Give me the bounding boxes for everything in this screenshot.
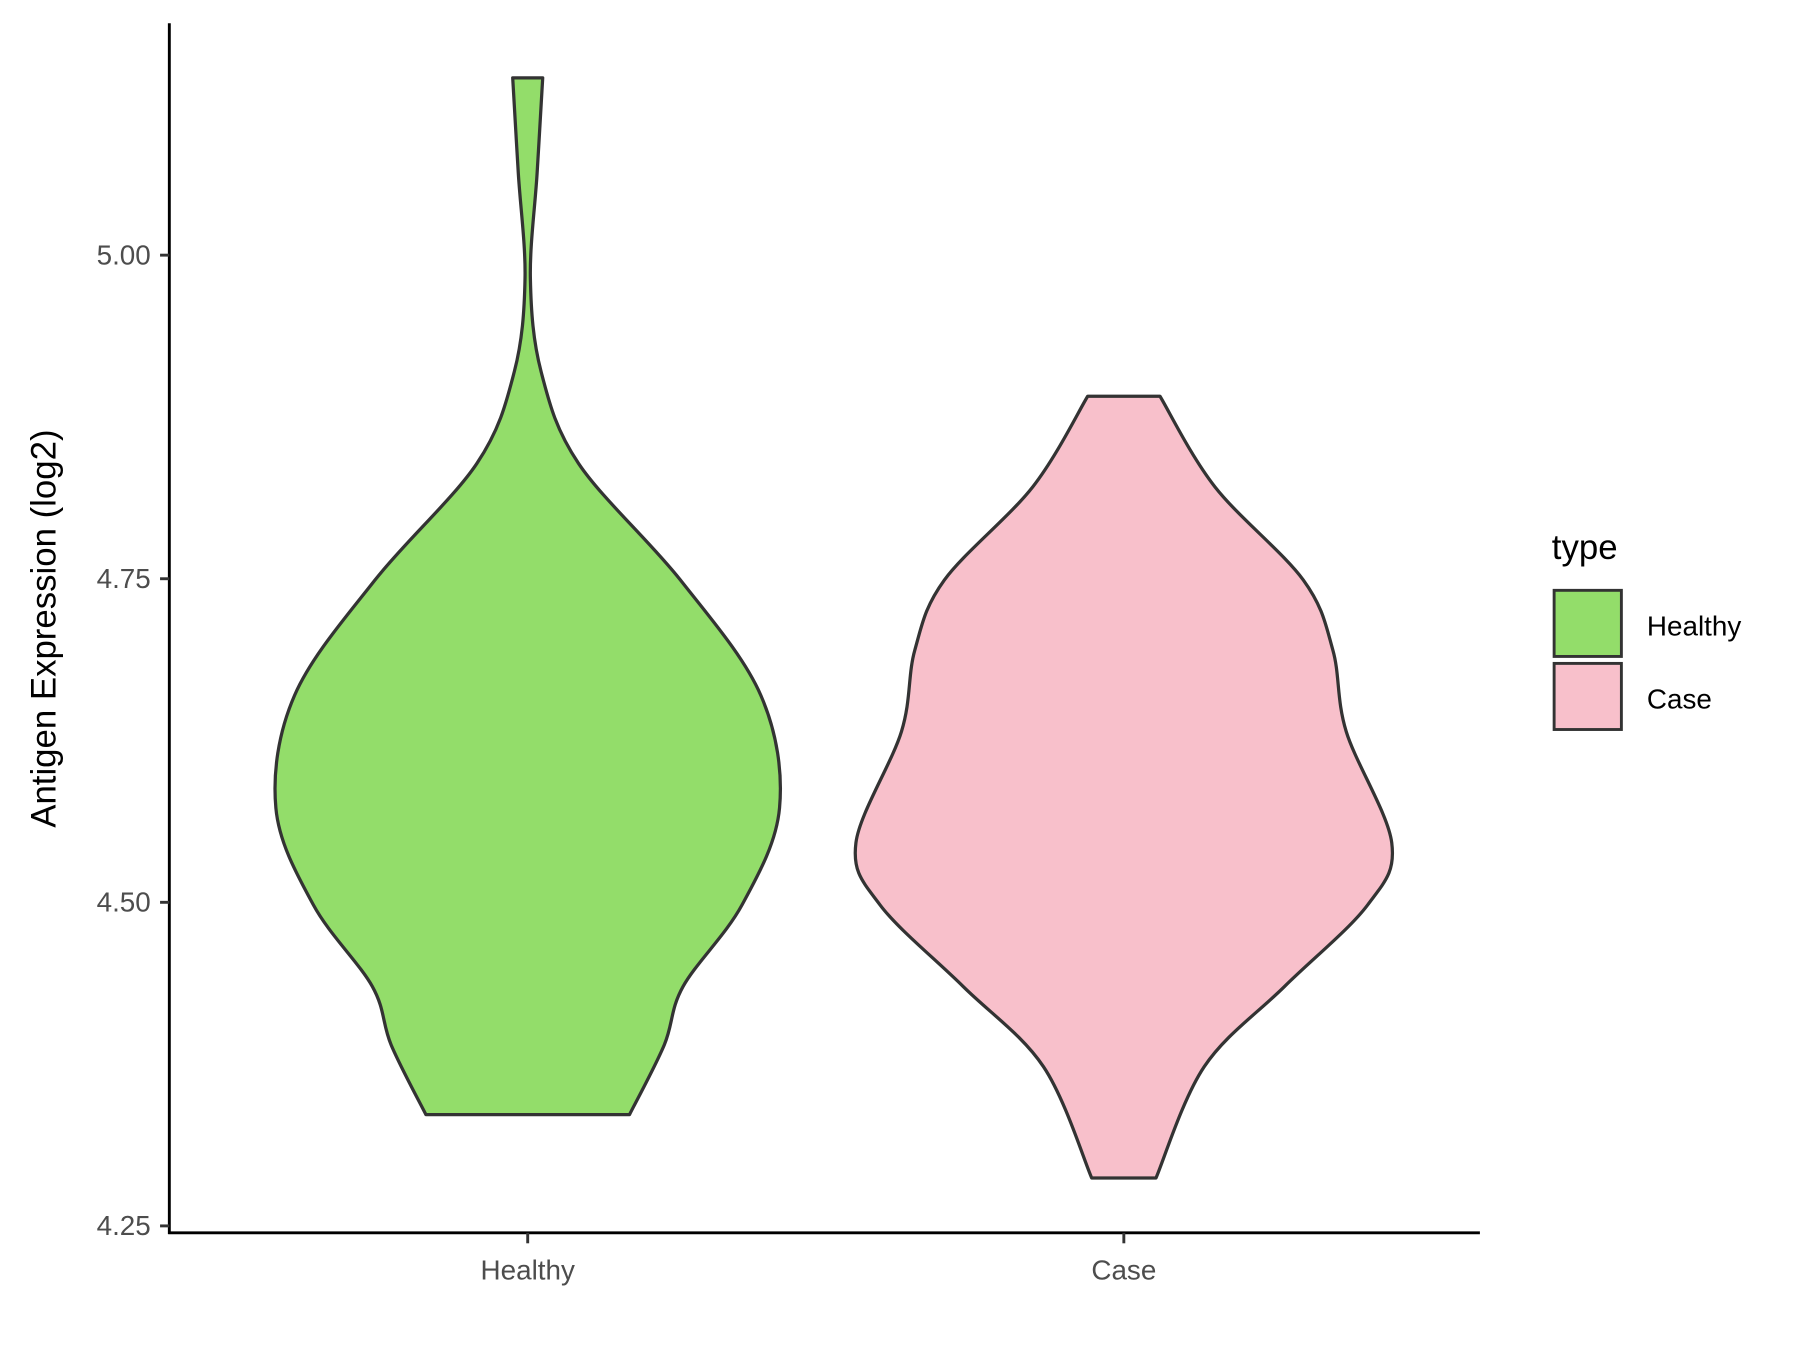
- legend-key-case: [1552, 661, 1623, 731]
- x-tick-label-case: Case: [1091, 1254, 1156, 1285]
- y-tick-label: 4.75: [97, 563, 151, 594]
- y-tick-label: 4.25: [97, 1210, 151, 1241]
- x-ticks: Healthy Case: [481, 1232, 1156, 1285]
- legend-title: type: [1552, 529, 1618, 567]
- y-tick-label: 5.00: [97, 239, 151, 270]
- y-tick-label: 4.50: [97, 887, 151, 918]
- violins: [273, 76, 1395, 1180]
- legend-label-case: Case: [1647, 684, 1712, 715]
- x-tick-label-healthy: Healthy: [481, 1254, 575, 1285]
- legend-label-healthy: Healthy: [1647, 611, 1741, 642]
- y-ticks: 4.25 4.50 4.75 5.00: [97, 239, 170, 1241]
- violin-case: [853, 394, 1395, 1180]
- legend-key-healthy: [1552, 588, 1623, 658]
- legend: type Healthy Case: [1552, 529, 1741, 731]
- y-axis-label: Antigen Expression (log2): [26, 429, 64, 827]
- violin-healthy: [273, 76, 783, 1117]
